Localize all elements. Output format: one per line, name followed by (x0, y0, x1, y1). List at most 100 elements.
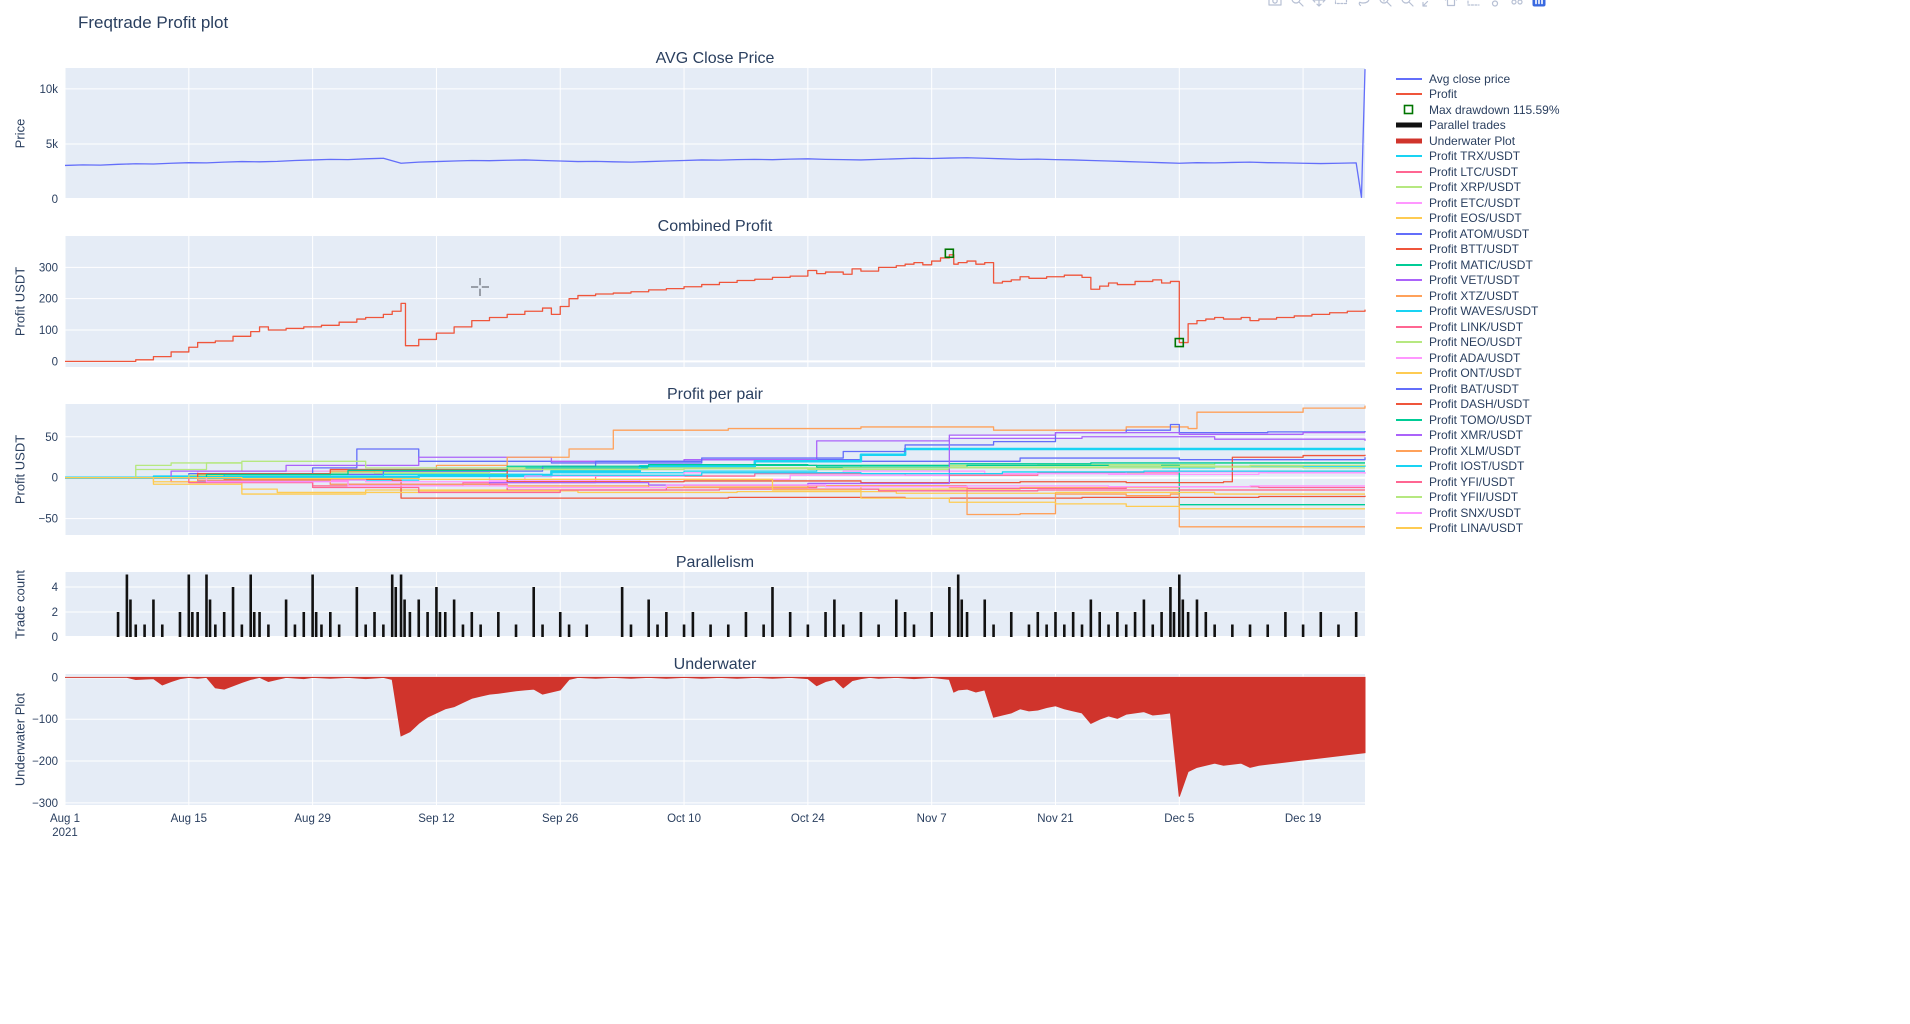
zoom-in-button[interactable] (1375, 0, 1394, 7)
ylabel-profit-usdt-combined: Profit USDT (12, 266, 28, 337)
zoom-out-button[interactable] (1397, 0, 1416, 7)
y-tick-label: −100 (32, 714, 58, 726)
parallelism-bar (470, 612, 474, 637)
parallelism-bar (461, 624, 465, 637)
y-tick-label: 0 (52, 356, 58, 368)
legend-item-profit-trx-usdt[interactable]: Profit TRX/USDT (1394, 149, 1560, 165)
hover-closest-button[interactable] (1485, 0, 1504, 7)
parallelism-bar (824, 612, 827, 637)
x-tick-label: Sep 26 (542, 813, 578, 825)
legend-label: Profit XMR/USDT (1429, 428, 1524, 443)
parallelism-bar (314, 612, 318, 637)
parallelism-bar (1009, 612, 1013, 637)
legend-line-sample-icon (1396, 279, 1422, 282)
parallelism-bar (143, 624, 146, 637)
legend-item-profit-neo-usdt[interactable]: Profit NEO/USDT (1394, 335, 1560, 351)
x-tick-label: Oct 24 (791, 813, 825, 825)
legend-item-profit-etc-usdt[interactable]: Profit ETC/USDT (1394, 195, 1560, 211)
legend-item-avg-close-price[interactable]: Avg close price (1394, 71, 1560, 87)
parallelism-bar (116, 612, 120, 637)
parallelism-bar (329, 612, 332, 637)
legend-item-profit-matic-usdt[interactable]: Profit MATIC/USDT (1394, 257, 1560, 273)
legend-item-profit-atom-usdt[interactable]: Profit ATOM/USDT (1394, 226, 1560, 242)
parallelism-bar (1177, 574, 1181, 637)
legend-label: Profit EOS/USDT (1429, 211, 1522, 226)
box-select-button[interactable] (1331, 0, 1350, 7)
parallelism-bar (1301, 624, 1305, 637)
parallelism-bar (629, 624, 633, 637)
legend-line-sample-icon (1396, 155, 1422, 158)
legend-label: Profit XTZ/USDT (1429, 288, 1520, 303)
subplot-bg-1[interactable] (65, 68, 1365, 199)
legend-item-profit-waves-usdt[interactable]: Profit WAVES/USDT (1394, 304, 1560, 320)
parallelism-bar (1054, 612, 1057, 637)
legend-item-profit-bat-usdt[interactable]: Profit BAT/USDT (1394, 381, 1560, 397)
subplot-title-combined-profit: Combined Profit (657, 218, 773, 235)
parallelism-bar (744, 612, 748, 637)
legend-label: Profit TRX/USDT (1429, 149, 1521, 164)
legend-item-profit-ont-usdt[interactable]: Profit ONT/USDT (1394, 366, 1560, 382)
subplot-bg-2[interactable] (65, 236, 1365, 367)
plotly-logo[interactable] (1529, 0, 1548, 7)
legend-line-sample-icon (1396, 434, 1422, 437)
legend-item-profit-ada-usdt[interactable]: Profit ADA/USDT (1394, 350, 1560, 366)
parallelism-bar (620, 587, 624, 637)
legend-item-profit-xtz-usdt[interactable]: Profit XTZ/USDT (1394, 288, 1560, 304)
legend-line-sample-icon (1396, 263, 1422, 266)
autoscale-button[interactable] (1419, 0, 1438, 7)
parallelism-bar (514, 624, 518, 637)
legend-label: Profit VET/USDT (1429, 273, 1520, 288)
legend-item-profit-iost-usdt[interactable]: Profit IOST/USDT (1394, 459, 1560, 475)
legend-item-profit-ltc-usdt[interactable]: Profit LTC/USDT (1394, 164, 1560, 180)
legend-item-max-drawdown-115.59-[interactable]: Max drawdown 115.59% (1394, 102, 1560, 118)
legend-item-profit-btt-usdt[interactable]: Profit BTT/USDT (1394, 242, 1560, 258)
legend-item-profit-yfii-usdt[interactable]: Profit YFII/USDT (1394, 490, 1560, 506)
parallelism-bar (1045, 624, 1048, 637)
camera-icon (1267, 0, 1282, 6)
legend-item-profit-dash-usdt[interactable]: Profit DASH/USDT (1394, 397, 1560, 413)
parallelism-bar (284, 599, 288, 637)
box-select-icon (1334, 0, 1347, 5)
y-tick-label: 0 (52, 194, 58, 206)
parallelism-bar (267, 624, 270, 637)
pan-button[interactable] (1309, 0, 1328, 7)
legend-item-profit-link-usdt[interactable]: Profit LINK/USDT (1394, 319, 1560, 335)
legend-item-underwater-plot[interactable]: Underwater Plot (1394, 133, 1560, 149)
legend-line-sample-icon (1396, 449, 1422, 452)
subplot-bg-4[interactable] (65, 572, 1365, 637)
legend-item-profit-snx-usdt[interactable]: Profit SNX/USDT (1394, 505, 1560, 521)
x-tick-label: Aug 1 (50, 813, 80, 825)
legend-item-profit-lina-usdt[interactable]: Profit LINA/USDT (1394, 521, 1560, 537)
y-tick-label: 200 (39, 294, 58, 306)
plotly-logo-icon (1532, 0, 1545, 7)
parallelism-bar (443, 612, 447, 637)
parallelism-bar (438, 612, 442, 637)
legend-label: Profit ATOM/USDT (1429, 226, 1530, 241)
legend-item-parallel-trades[interactable]: Parallel trades (1394, 118, 1560, 134)
legend-item-profit-yfi-usdt[interactable]: Profit YFI/USDT (1394, 474, 1560, 490)
zoom-in-icon (1379, 0, 1392, 7)
parallelism-bar (1284, 612, 1287, 637)
spikelines-button[interactable] (1463, 0, 1482, 7)
reset-axes-button[interactable] (1441, 0, 1460, 7)
zoom-button[interactable] (1287, 0, 1306, 7)
legend-item-profit-xrp-usdt[interactable]: Profit XRP/USDT (1394, 180, 1560, 196)
parallelism-bar (1181, 599, 1185, 637)
legend-item-profit-xlm-usdt[interactable]: Profit XLM/USDT (1394, 443, 1560, 459)
subplot-bg-3[interactable] (65, 404, 1365, 535)
legend-item-profit-xmr-usdt[interactable]: Profit XMR/USDT (1394, 428, 1560, 444)
camera-button[interactable] (1265, 0, 1284, 7)
parallelism-bar (1231, 624, 1234, 637)
lasso-button[interactable] (1353, 0, 1372, 7)
legend-item-profit-tomo-usdt[interactable]: Profit TOMO/USDT (1394, 412, 1560, 428)
legend-item-profit-eos-usdt[interactable]: Profit EOS/USDT (1394, 211, 1560, 227)
parallelism-bar (205, 574, 208, 637)
parallelism-bar (390, 574, 394, 637)
legend-label: Profit LINK/USDT (1429, 319, 1524, 334)
legend-label: Profit XLM/USDT (1429, 443, 1522, 458)
legend-item-profit[interactable]: Profit (1394, 87, 1560, 103)
x-tick-label: Aug 15 (171, 813, 207, 825)
parallelism-bar (399, 574, 403, 637)
parallelism-bar (956, 574, 960, 637)
legend-item-profit-vet-usdt[interactable]: Profit VET/USDT (1394, 273, 1560, 289)
